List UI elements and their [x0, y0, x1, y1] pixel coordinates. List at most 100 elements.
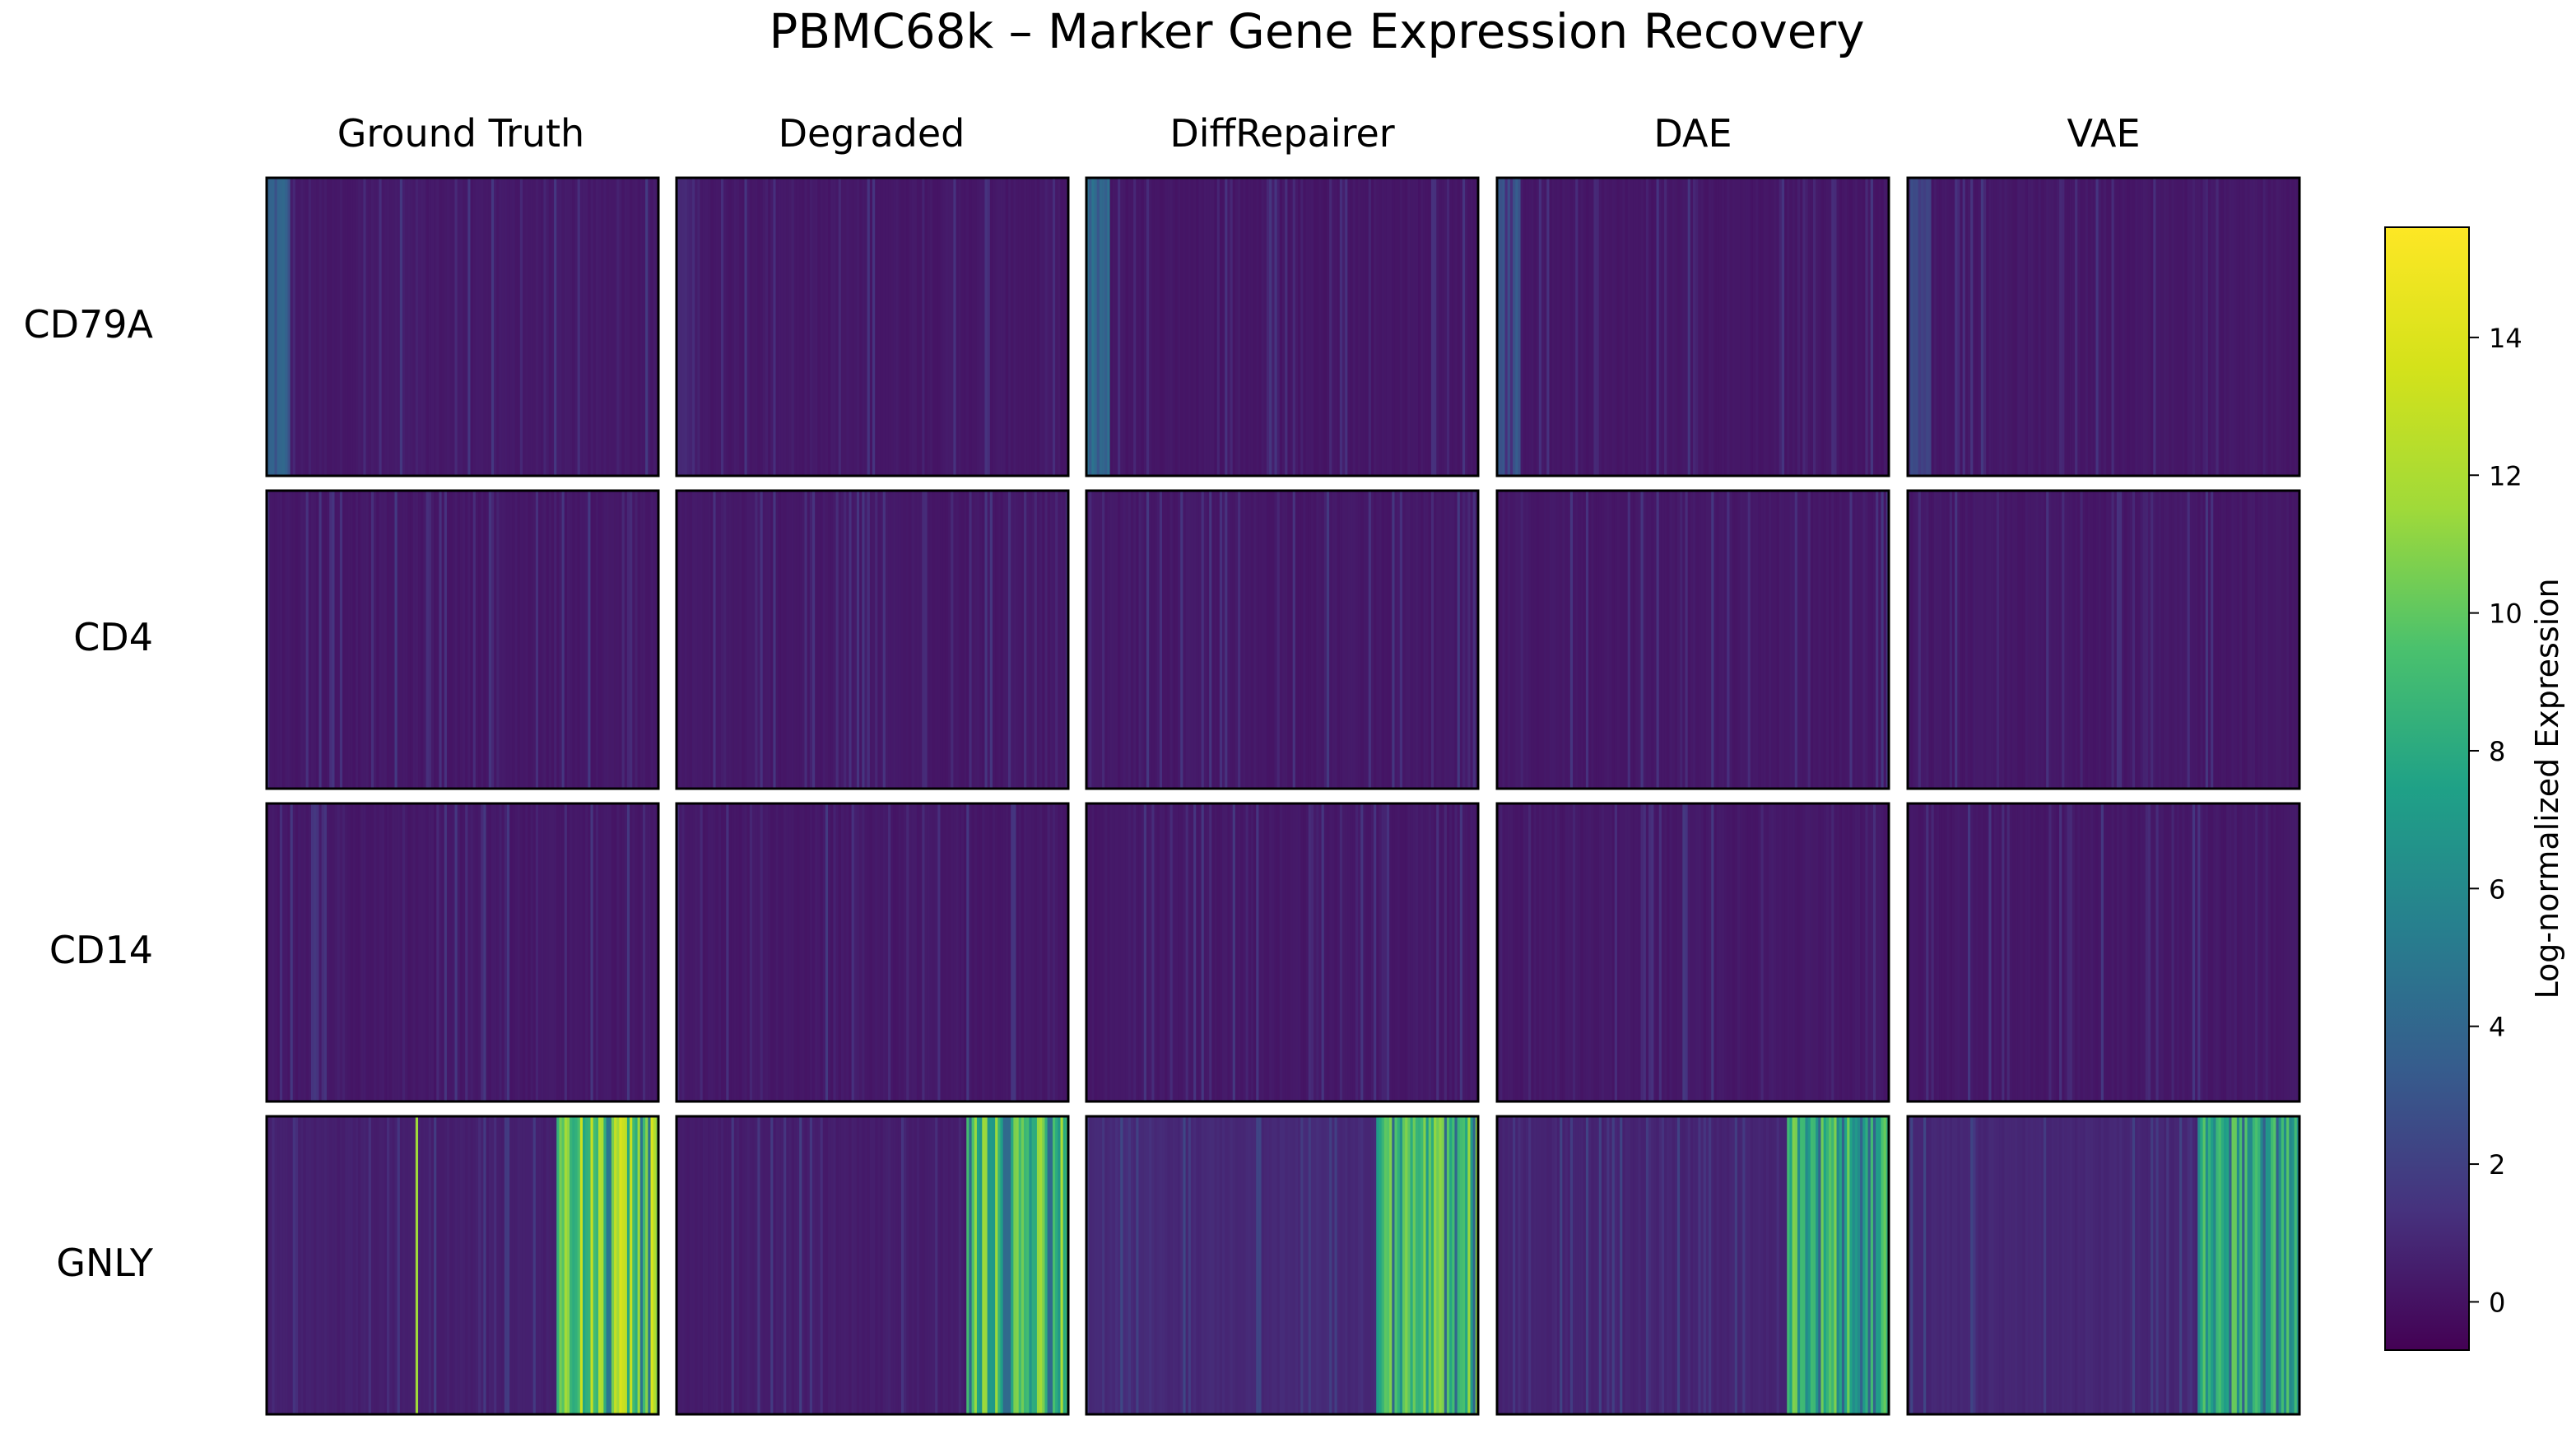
- heatmap-cell-stripe: [877, 491, 881, 789]
- heatmap-cell-stripe: [1509, 491, 1514, 789]
- heatmap-cell-stripe: [319, 803, 323, 1101]
- heatmap-cell-stripe: [329, 178, 332, 476]
- heatmap-cell-stripe: [1462, 178, 1466, 476]
- heatmap-cell-stripe: [1172, 803, 1176, 1101]
- heatmap-cell-stripe: [621, 178, 625, 476]
- heatmap-cell-stripe: [1538, 1116, 1542, 1414]
- heatmap-cell-stripe: [1350, 803, 1354, 1101]
- heatmap-cell-stripe: [570, 1116, 573, 1414]
- heatmap-cell-stripe: [1528, 1116, 1532, 1414]
- heatmap-cell-stripe: [851, 178, 855, 476]
- heatmap-cell-stripe: [1339, 178, 1343, 476]
- heatmap-cell-stripe: [1774, 1116, 1777, 1414]
- heatmap-cell-stripe: [1682, 178, 1686, 476]
- heatmap-cell-stripe: [2244, 491, 2248, 789]
- heatmap-cell-stripe: [457, 1116, 461, 1414]
- heatmap-cell-stripe: [846, 1116, 849, 1414]
- heatmap-cell-stripe: [1820, 491, 1825, 789]
- heatmap-cell-stripe: [1627, 1116, 1631, 1414]
- heatmap-cell-stripe: [937, 491, 941, 789]
- heatmap-cell-stripe: [1112, 178, 1116, 476]
- heatmap-cell-stripe: [1180, 491, 1183, 789]
- heatmap-cell-stripe: [940, 178, 944, 476]
- heatmap-cell-stripe: [1225, 1116, 1228, 1414]
- heatmap-cell-stripe: [1716, 1116, 1720, 1414]
- heatmap-cell-stripe: [285, 1116, 288, 1414]
- heatmap-cell-stripe: [1695, 491, 1699, 789]
- heatmap-cell-stripe: [1248, 491, 1252, 789]
- heatmap-cell-stripe: [1300, 1116, 1304, 1414]
- heatmap-cell-stripe: [1807, 1116, 1811, 1414]
- heatmap-cell-stripe: [1682, 1116, 1686, 1414]
- heatmap-cell-stripe: [1693, 803, 1696, 1101]
- heatmap-cell-stripe: [637, 1116, 641, 1414]
- heatmap-cell-stripe: [2283, 491, 2287, 789]
- heatmap-cell-stripe: [702, 1116, 706, 1414]
- heatmap-cell-stripe: [1269, 803, 1272, 1101]
- heatmap-cell-stripe: [1841, 803, 1845, 1101]
- heatmap-cell-stripe: [2169, 491, 2172, 789]
- heatmap-cell-stripe: [1973, 803, 1976, 1101]
- heatmap-cell-stripe: [2216, 1116, 2220, 1414]
- heatmap-cell-stripe: [582, 1116, 586, 1414]
- heatmap-cell-stripe: [1908, 803, 1911, 1101]
- heatmap-cell-stripe: [793, 178, 797, 476]
- heatmap-cell-stripe: [940, 803, 944, 1101]
- heatmap-cell-stripe: [1258, 178, 1262, 476]
- heatmap-cell-stripe: [849, 178, 853, 476]
- heatmap-cell-stripe: [1676, 491, 1681, 789]
- heatmap-cell-stripe: [1107, 803, 1110, 1101]
- heatmap-cell-stripe: [1609, 1116, 1613, 1414]
- heatmap-cell-stripe: [1128, 178, 1132, 476]
- heatmap-cell-stripe: [1253, 803, 1257, 1101]
- heatmap-cell-stripe: [2200, 803, 2203, 1101]
- heatmap-cell-stripe: [2137, 803, 2141, 1101]
- heatmap-cell-stripe: [300, 491, 304, 789]
- heatmap-cell-stripe: [1705, 491, 1709, 789]
- heatmap-cell-stripe: [543, 803, 546, 1101]
- heatmap-cell-stripe: [760, 1116, 764, 1414]
- heatmap-cell-stripe: [2153, 491, 2156, 789]
- heatmap-cell-stripe: [1421, 491, 1424, 789]
- heatmap-cell-stripe: [2085, 178, 2089, 476]
- heatmap-cell-stripe: [953, 178, 956, 476]
- heatmap-cell-stripe: [2137, 491, 2141, 789]
- heatmap-cell-stripe: [710, 803, 714, 1101]
- heatmap-cell-stripe: [1138, 491, 1142, 789]
- heatmap-cell-stripe: [1055, 491, 1058, 789]
- heatmap-cell-stripe: [1970, 491, 1974, 789]
- heatmap-cell-stripe: [1685, 1116, 1689, 1414]
- heatmap-cell-stripe: [2132, 1116, 2136, 1414]
- heatmap-cell-stripe: [713, 178, 716, 476]
- heatmap-cell-stripe: [1729, 803, 1732, 1101]
- heatmap-cell-stripe: [1716, 178, 1720, 476]
- heatmap-cell-stripe: [1379, 491, 1382, 789]
- heatmap-cell-stripe: [702, 491, 706, 789]
- heatmap-cell-stripe: [2278, 178, 2282, 476]
- heatmap-cell-stripe: [1381, 803, 1385, 1101]
- heatmap-cell-stripe: [277, 1116, 281, 1414]
- heatmap-cell-stripe: [1763, 178, 1767, 476]
- heatmap-cell-stripe: [2223, 491, 2227, 789]
- heatmap-cell-stripe: [2223, 1116, 2227, 1414]
- heatmap-cell-stripe: [556, 1116, 560, 1414]
- heatmap-cell-stripe: [2077, 178, 2081, 476]
- heatmap-cell-stripe: [1876, 803, 1879, 1101]
- heatmap-cell-stripe: [1781, 491, 1785, 789]
- heatmap-cell-stripe: [686, 803, 690, 1101]
- heatmap-cell-stripe: [2030, 178, 2034, 476]
- heatmap-cell-stripe: [1185, 1116, 1189, 1414]
- heatmap-cell-stripe: [321, 803, 325, 1101]
- heatmap-cell-stripe: [1096, 178, 1100, 476]
- heatmap-cell-stripe: [410, 178, 414, 476]
- heatmap-cell-stripe: [713, 803, 716, 1101]
- heatmap-cell-stripe: [499, 178, 502, 476]
- heatmap-cell-stripe: [1029, 803, 1032, 1101]
- heatmap-cell-stripe: [1500, 803, 1503, 1101]
- heatmap-cell-stripe: [334, 803, 338, 1101]
- heatmap-cell-stripe: [2033, 1116, 2036, 1414]
- heatmap-cell-stripe: [2053, 1116, 2058, 1414]
- heatmap-cell-stripe: [2033, 803, 2036, 1101]
- heatmap-cell-stripe: [958, 178, 962, 476]
- heatmap-cell-stripe: [481, 803, 484, 1101]
